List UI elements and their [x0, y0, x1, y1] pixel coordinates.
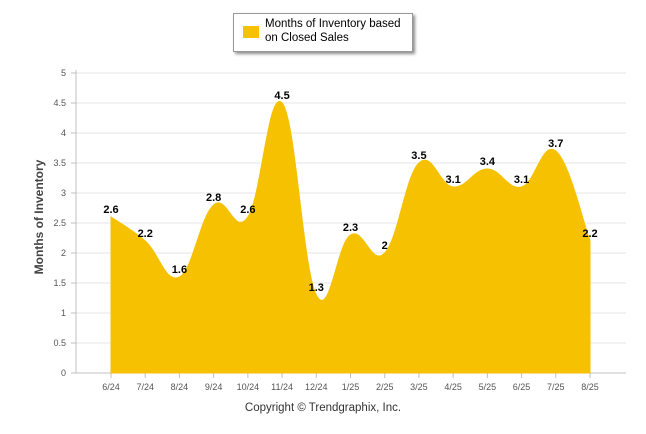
copyright-text: Copyright © Trendgraphix, Inc. [244, 402, 402, 414]
data-label: 3.1 [445, 174, 460, 186]
y-tick-label: 2.5 [53, 218, 66, 228]
data-label: 4.5 [274, 90, 289, 102]
x-tick-label: 7/24 [136, 382, 154, 392]
y-tick-label: 0 [61, 368, 66, 378]
legend-swatch [243, 26, 259, 38]
legend: Months of Inventory based on Closed Sale… [233, 13, 413, 52]
y-axis-label: Months of Inventory [32, 159, 46, 275]
x-tick-label: 10/24 [237, 382, 260, 392]
inventory-area-series [110, 101, 591, 374]
data-label: 3.7 [548, 138, 563, 150]
data-label: 2.6 [240, 204, 255, 216]
x-tick-label: 7/25 [547, 382, 565, 392]
y-tick-label: 1 [61, 308, 66, 318]
x-tick-labels: 6/24 7/24 8/24 9/24 10/24 11/24 12/24 1/25 2/25 3… [102, 382, 599, 392]
x-tick-label: 6/25 [513, 382, 531, 392]
x-tick-label: 3/25 [410, 382, 428, 392]
y-tick-label: 5 [61, 68, 66, 78]
x-tick-label: 8/25 [581, 382, 599, 392]
y-tick-labels: 0 0.5 1 1.5 2 2.5 3 3.5 4 4.5 5 [53, 68, 66, 378]
x-tick-label: 5/25 [479, 382, 497, 392]
x-tick-label: 6/24 [102, 382, 120, 392]
y-tick-label: 2 [61, 248, 66, 258]
data-label: 2.2 [582, 228, 597, 240]
y-tick-label: 1.5 [53, 278, 66, 288]
data-label: 2.2 [138, 228, 153, 240]
data-label: 2 [382, 240, 388, 252]
data-label: 1.6 [172, 264, 187, 276]
x-tick-label: 9/24 [205, 382, 223, 392]
data-label: 2.6 [103, 204, 118, 216]
data-label: 3.1 [514, 174, 529, 186]
data-labels: 2.6 2.2 1.6 2.8 2.6 4.5 1.3 2.3 2 3.5 3.1 3.4 3.1 3.7… [103, 90, 597, 294]
y-tick-label: 3 [61, 188, 66, 198]
data-label: 1.3 [309, 282, 324, 294]
y-tick-label: 3.5 [53, 158, 66, 168]
x-tick-label: 2/25 [376, 382, 394, 392]
x-tick-label: 4/25 [444, 382, 462, 392]
x-tick-label: 12/24 [305, 382, 328, 392]
data-label: 2.3 [343, 222, 358, 234]
legend-label: Months of Inventory based on Closed Sale… [265, 18, 401, 44]
y-tick-label: 4.5 [53, 98, 66, 108]
x-tick-label: 8/24 [171, 382, 189, 392]
data-label: 3.4 [480, 156, 496, 168]
data-label: 3.5 [411, 150, 426, 162]
data-label: 2.8 [206, 192, 221, 204]
x-tick-label: 11/24 [271, 382, 293, 392]
y-tick-label: 0.5 [53, 338, 66, 348]
y-tick-label: 4 [61, 128, 66, 138]
x-tick-label: 1/25 [342, 382, 360, 392]
